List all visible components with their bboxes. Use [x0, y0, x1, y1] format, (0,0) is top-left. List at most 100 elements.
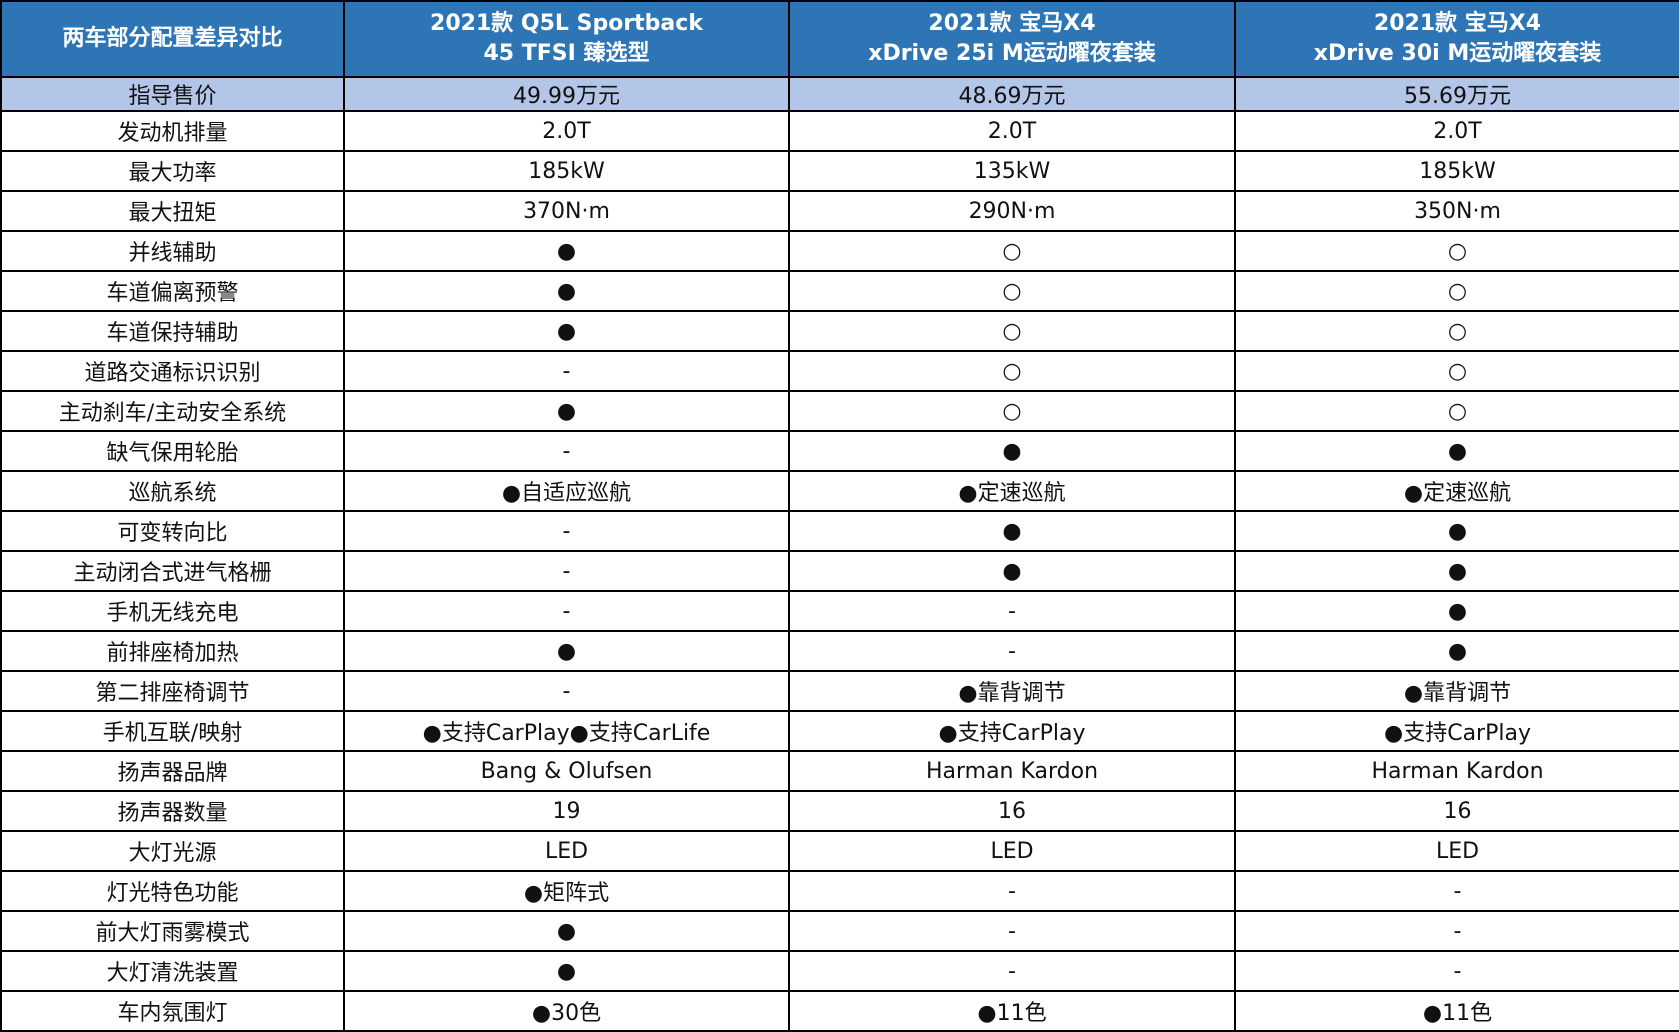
cell: ●: [343, 310, 790, 352]
cell: -: [1234, 910, 1679, 952]
row-label: 主动闭合式进气格栅: [0, 550, 345, 592]
cell: ●: [343, 950, 790, 992]
table-title: 两车部分配置差异对比: [0, 0, 345, 78]
cell: LED: [788, 830, 1236, 872]
table-row: 主动闭合式进气格栅 - ● ●: [0, 550, 1679, 592]
row-label: 缺气保用轮胎: [0, 430, 345, 472]
row-label: 最大功率: [0, 150, 345, 192]
table-row: 主动刹车/主动安全系统 ● ○ ○: [0, 390, 1679, 432]
cell: Harman Kardon: [788, 750, 1236, 792]
cell: 19: [343, 790, 790, 832]
cell: ●矩阵式: [343, 870, 790, 912]
cell: LED: [1234, 830, 1679, 872]
table-row: 发动机排量 2.0T 2.0T 2.0T: [0, 110, 1679, 152]
row-label: 手机无线充电: [0, 590, 345, 632]
car-header: 2021款 Q5L Sportback 45 TFSI 臻选型: [343, 0, 790, 78]
cell: ●靠背调节: [1234, 670, 1679, 712]
cell: ●: [1234, 630, 1679, 672]
cell: -: [1234, 950, 1679, 992]
cell: ○: [788, 350, 1236, 392]
table-row: 最大功率 185kW 135kW 185kW: [0, 150, 1679, 192]
row-label: 扬声器数量: [0, 790, 345, 832]
cell: -: [1234, 870, 1679, 912]
table-row: 缺气保用轮胎 - ● ●: [0, 430, 1679, 472]
cell: ●靠背调节: [788, 670, 1236, 712]
table-row: 可变转向比 - ● ●: [0, 510, 1679, 552]
cell: Bang & Olufsen: [343, 750, 790, 792]
cell: 185kW: [1234, 150, 1679, 192]
table-row: 车道偏离预警 ● ○ ○: [0, 270, 1679, 312]
table-row: 前大灯雨雾模式 ● - -: [0, 910, 1679, 952]
cell: 16: [788, 790, 1236, 832]
cell: -: [788, 950, 1236, 992]
cell: ●: [343, 270, 790, 312]
price-row: 指导售价 49.99万元 48.69万元 55.69万元: [0, 76, 1679, 112]
cell: ○: [1234, 230, 1679, 272]
table-row: 大灯清洗装置 ● - -: [0, 950, 1679, 992]
car-header: 2021款 宝马X4 xDrive 25i M运动曜夜套装: [788, 0, 1236, 78]
cell: ●: [343, 910, 790, 952]
cell: ●自适应巡航: [343, 470, 790, 512]
cell: ●11色: [788, 990, 1236, 1032]
row-label: 主动刹车/主动安全系统: [0, 390, 345, 432]
row-label: 前大灯雨雾模式: [0, 910, 345, 952]
cell: -: [788, 630, 1236, 672]
row-label: 车道保持辅助: [0, 310, 345, 352]
cell: 2.0T: [1234, 110, 1679, 152]
table-row: 大灯光源 LED LED LED: [0, 830, 1679, 872]
row-label: 最大扭矩: [0, 190, 345, 232]
cell: -: [343, 430, 790, 472]
row-label: 车道偏离预警: [0, 270, 345, 312]
row-label: 并线辅助: [0, 230, 345, 272]
car-header: 2021款 宝马X4 xDrive 30i M运动曜夜套装: [1234, 0, 1679, 78]
table-row: 最大扭矩 370N·m 290N·m 350N·m: [0, 190, 1679, 232]
cell: ●支持CarPlay: [1234, 710, 1679, 752]
cell: ●支持CarPlay: [788, 710, 1236, 752]
cell: ○: [788, 310, 1236, 352]
cell: LED: [343, 830, 790, 872]
cell: 135kW: [788, 150, 1236, 192]
table-row: 车内氛围灯 ●30色 ●11色 ●11色: [0, 990, 1679, 1032]
cell: -: [343, 590, 790, 632]
cell: ●11色: [1234, 990, 1679, 1032]
cell: ●: [788, 510, 1236, 552]
cell: ●: [1234, 550, 1679, 592]
row-label: 巡航系统: [0, 470, 345, 512]
table-row: 车道保持辅助 ● ○ ○: [0, 310, 1679, 352]
cell: 49.99万元: [343, 76, 790, 112]
cell: 290N·m: [788, 190, 1236, 232]
cell: 2.0T: [788, 110, 1236, 152]
table-row: 灯光特色功能 ●矩阵式 - -: [0, 870, 1679, 912]
cell: ○: [1234, 310, 1679, 352]
cell: ○: [1234, 390, 1679, 432]
cell: ○: [788, 390, 1236, 432]
cell: -: [343, 670, 790, 712]
table-row: 巡航系统 ●自适应巡航 ●定速巡航 ●定速巡航: [0, 470, 1679, 512]
row-label: 发动机排量: [0, 110, 345, 152]
cell: ●: [788, 550, 1236, 592]
cell: -: [788, 910, 1236, 952]
cell: ●支持CarPlay●支持CarLife: [343, 710, 790, 752]
row-label: 指导售价: [0, 76, 345, 112]
cell: 48.69万元: [788, 76, 1236, 112]
cell: 16: [1234, 790, 1679, 832]
table-row: 扬声器品牌 Bang & Olufsen Harman Kardon Harman K…: [0, 750, 1679, 792]
cell: ●: [1234, 510, 1679, 552]
cell: ●: [343, 390, 790, 432]
cell: ●定速巡航: [788, 470, 1236, 512]
cell: ○: [1234, 270, 1679, 312]
row-label: 车内氛围灯: [0, 990, 345, 1032]
row-label: 第二排座椅调节: [0, 670, 345, 712]
table-row: 手机无线充电 - - ●: [0, 590, 1679, 632]
cell: ●: [788, 430, 1236, 472]
row-label: 手机互联/映射: [0, 710, 345, 752]
cell: -: [788, 870, 1236, 912]
cell: 185kW: [343, 150, 790, 192]
row-label: 大灯清洗装置: [0, 950, 345, 992]
cell: -: [343, 350, 790, 392]
cell: ●: [343, 230, 790, 272]
cell: Harman Kardon: [1234, 750, 1679, 792]
cell: ●: [1234, 430, 1679, 472]
row-label: 扬声器品牌: [0, 750, 345, 792]
